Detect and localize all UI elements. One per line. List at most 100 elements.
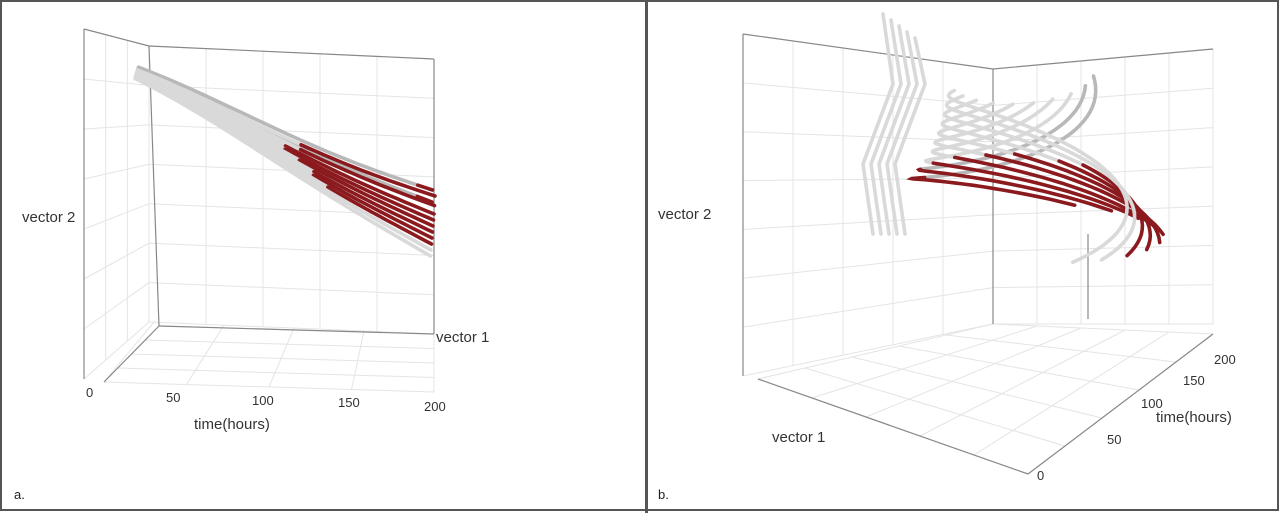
chart-a-zlabel: vector 2 [22, 209, 75, 226]
chart-b-xlabel: time(hours) [1156, 409, 1232, 426]
trajectory-early-segment [933, 101, 1036, 157]
chart-a-gridline [186, 324, 225, 385]
trajectory-early-segment [918, 84, 1088, 172]
chart-b-gridline [804, 367, 1066, 447]
chart-a-panel-label: a. [14, 487, 25, 502]
chart-b-axis-line [1027, 333, 1214, 475]
trajectory-late-segment [311, 173, 434, 240]
trajectory-early-segment [861, 12, 895, 236]
trajectory-late-segment [326, 185, 434, 246]
trajectory-late-segment [283, 147, 436, 222]
trajectory-early-segment [944, 94, 1137, 262]
trajectory-early-segment [893, 36, 927, 236]
chart-a-gridline [148, 321, 435, 335]
chart-b-xtick-4: 200 [1214, 352, 1236, 367]
trajectory-early-segment [946, 88, 1129, 265]
trajectory-early-segment [885, 30, 919, 236]
chart-b-gridline [742, 287, 994, 328]
chart-a-gridline [145, 339, 435, 349]
chart-a-ylabel: vector 1 [436, 329, 489, 346]
trajectory-early-segment [930, 97, 1055, 160]
chart-a-gridline [148, 124, 435, 139]
chart-a-gridline [117, 367, 435, 378]
chart-b-axis-line [992, 48, 1214, 70]
chart-a-axis-line [158, 325, 435, 335]
chart-b-gridline [945, 334, 1177, 363]
chart-a-xtick-3: 150 [338, 395, 360, 410]
chart-a-axis-line [148, 45, 160, 327]
chart-a-gridline [83, 163, 150, 180]
chart-b-gridline [742, 177, 994, 182]
chart-b-gridline [742, 250, 994, 279]
trajectory-late-segment [1081, 163, 1145, 258]
chart-a-gridline [83, 321, 150, 380]
chart-b-zlabel: vector 2 [658, 206, 711, 223]
trajectory-late-segment [906, 175, 1077, 207]
chart-b-axis-line [742, 33, 994, 70]
chart-b-gridline [811, 325, 1038, 399]
trajectory-late-segment [415, 194, 434, 204]
trajectory-late-segment [416, 183, 435, 192]
trajectory-early-segment [136, 65, 420, 187]
chart-b-xtick-3: 150 [1183, 373, 1205, 388]
chart-b-grid [742, 33, 1214, 475]
chart-b-gridline [992, 284, 1214, 289]
trajectory-early-segment [133, 76, 433, 258]
chart-a-gridline [148, 282, 435, 296]
chart-b-canvas: vector 2 vector 1 time(hours) 0 50 100 1… [658, 12, 1236, 502]
chart-a-gridline [103, 321, 155, 383]
chart-b-gridline [742, 214, 994, 230]
chart-a-axis-line [148, 45, 435, 60]
chart-a-axis-line [103, 325, 160, 383]
chart-a-trajectories [133, 65, 437, 258]
chart-a-gridline [103, 381, 435, 393]
chart-a-gridline [148, 242, 435, 256]
chart-a-xlabel: time(hours) [194, 416, 270, 433]
chart-b-trajectories [861, 12, 1165, 265]
chart-b-gridline [992, 244, 1214, 252]
chart-b-gridline [992, 87, 1214, 106]
chart-a-gridline [83, 242, 150, 280]
chart-a-gridline [83, 124, 150, 130]
chart-a-gridline [148, 84, 435, 99]
trajectory-late-segment [312, 170, 435, 234]
chart-a-axis-line [83, 28, 150, 47]
trajectory-late-segment [931, 161, 1141, 220]
chart-a-canvas: vector 2 vector 1 time(hours) 0 50 100 1… [14, 28, 489, 502]
chart-b-gridline [992, 127, 1214, 143]
chart-a-gridline [268, 327, 295, 388]
chart-b-gridline [919, 329, 1126, 437]
chart-a-xtick-0: 0 [86, 385, 93, 400]
trajectory-early-segment [877, 24, 911, 236]
chart-b-gridline [865, 327, 1082, 418]
trajectory-late-segment [1012, 152, 1162, 245]
trajectory-late-segment [299, 143, 437, 198]
chart-b-gridline [851, 356, 1103, 419]
chart-b-panel-label: b. [658, 487, 669, 502]
chart-b-gridline [992, 323, 1214, 335]
panel-divider [645, 2, 648, 513]
chart-b-gridline [992, 205, 1214, 216]
trajectory-late-segment [297, 158, 435, 228]
chart-b-xtick-0: 0 [1037, 468, 1044, 483]
chart-a-gridline [131, 353, 435, 364]
chart-b-gridline [898, 345, 1140, 391]
chart-b-gridline [742, 131, 994, 143]
chart-a-gridline [83, 78, 150, 86]
trajectory-early-segment [923, 92, 1073, 165]
chart-a-gridline [83, 282, 150, 330]
chart-b-axis-line [757, 378, 1029, 475]
chart-a-gridline [83, 203, 150, 230]
chart-b-gridline [757, 323, 994, 380]
panel-a: vector 2 vector 1 time(hours) 0 50 100 1… [4, 4, 645, 511]
chart-b-gridline [973, 331, 1170, 456]
chart-b-gridline [742, 323, 994, 377]
chart-b-xtick-2: 100 [1141, 396, 1163, 411]
trajectory-early-segment [869, 18, 903, 236]
chart-b-ylabel: vector 1 [772, 429, 825, 446]
chart-a-xtick-4: 200 [424, 399, 446, 414]
chart-a-xtick-1: 50 [166, 390, 180, 405]
panel-b: vector 2 vector 1 time(hours) 0 50 100 1… [648, 4, 1279, 511]
trajectory-late-segment [283, 144, 436, 216]
